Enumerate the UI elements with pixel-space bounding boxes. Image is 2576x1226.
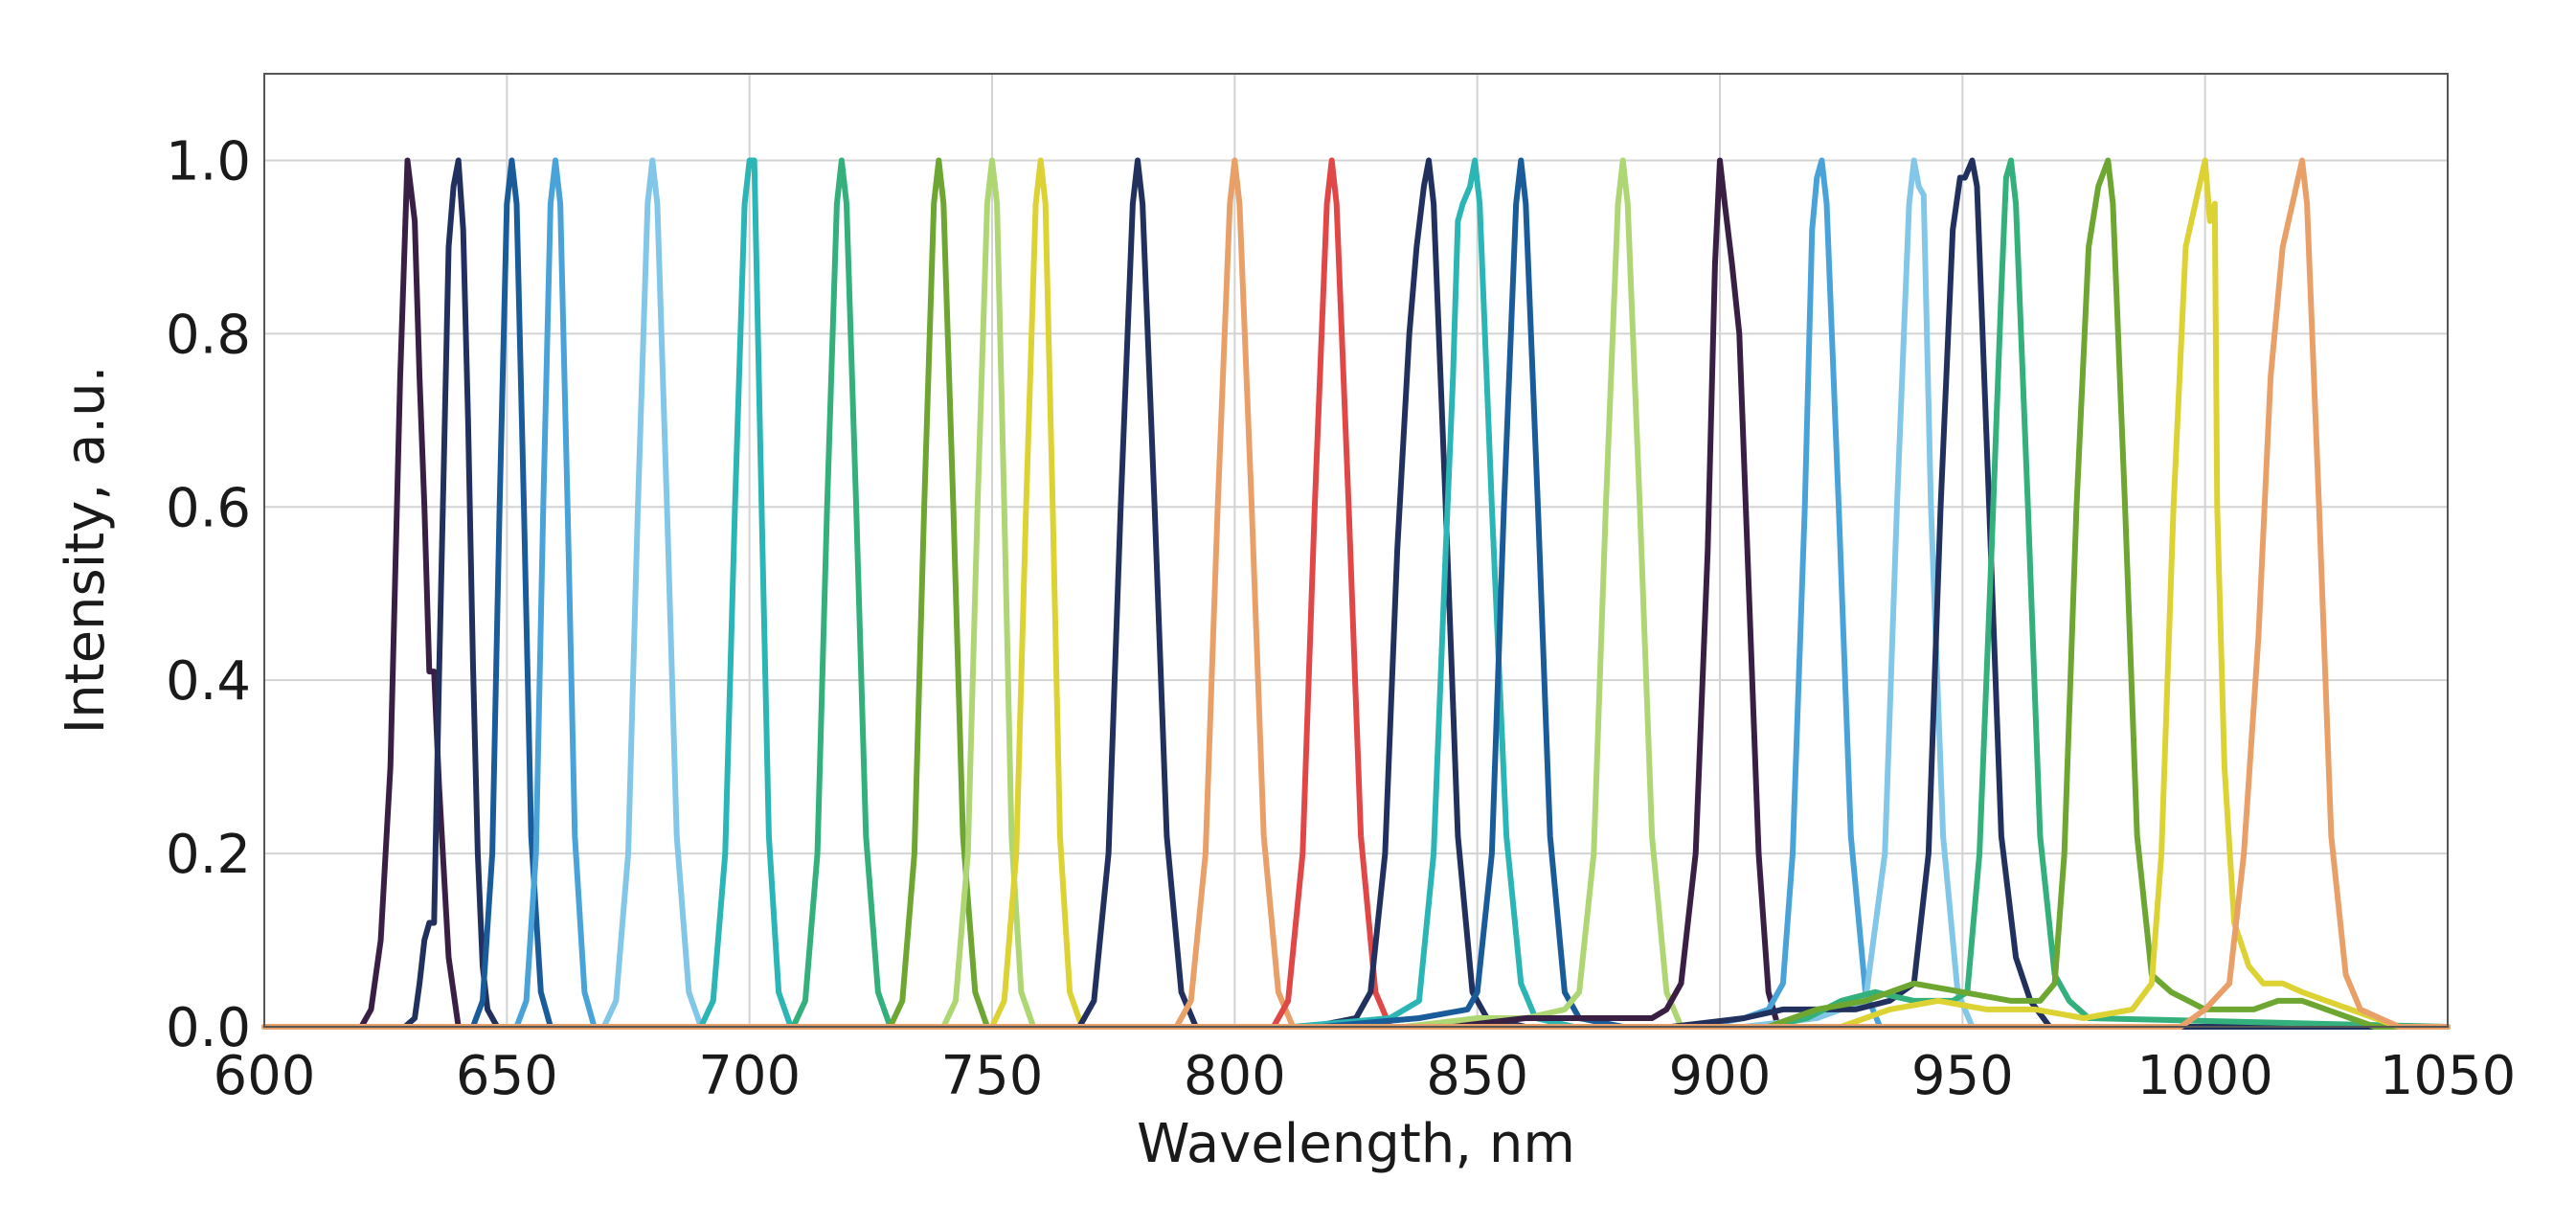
x-tick-label: 850 bbox=[1426, 1045, 1528, 1107]
y-tick-label: 0.0 bbox=[166, 997, 251, 1059]
x-tick-label: 1000 bbox=[2136, 1045, 2273, 1107]
series-line-8 bbox=[261, 157, 2451, 1030]
y-axis-title: Intensity, a.u. bbox=[55, 366, 117, 735]
series-line-23 bbox=[261, 157, 2451, 1030]
x-tick-label: 1050 bbox=[2380, 1045, 2517, 1107]
y-tick-label: 0.2 bbox=[166, 824, 251, 886]
x-tick-label: 750 bbox=[941, 1045, 1044, 1107]
y-tick-labels: 0.0 0.2 0.4 0.6 0.8 1.0 bbox=[166, 130, 251, 1059]
series-line-17 bbox=[261, 157, 2451, 1030]
series-line-12 bbox=[261, 157, 2451, 1030]
series-line-24 bbox=[261, 157, 2451, 1030]
y-tick-label: 0.4 bbox=[166, 650, 251, 713]
grid bbox=[263, 74, 2449, 1028]
series-line-19 bbox=[261, 157, 2451, 1030]
series-line-5 bbox=[261, 157, 2451, 1030]
x-tick-label: 650 bbox=[456, 1045, 558, 1107]
series-line-1 bbox=[261, 157, 2451, 1030]
y-tick-label: 0.6 bbox=[166, 477, 251, 539]
series-line-10 bbox=[261, 157, 2451, 1030]
series-line-25 bbox=[261, 157, 2451, 1030]
plot-frame bbox=[263, 73, 2449, 1028]
series-line-22 bbox=[261, 157, 2451, 1030]
spectral-curves bbox=[261, 157, 2451, 1030]
series-line-15 bbox=[261, 157, 2451, 1030]
series-line-21 bbox=[261, 157, 2451, 1030]
x-tick-label: 900 bbox=[1669, 1045, 1772, 1107]
series-line-13 bbox=[261, 157, 2451, 1030]
series-line-3 bbox=[261, 157, 2451, 1030]
series-line-4 bbox=[261, 157, 2451, 1030]
x-tick-label: 700 bbox=[698, 1045, 801, 1107]
x-tick-label: 950 bbox=[1911, 1045, 2014, 1107]
y-tick-label: 1.0 bbox=[166, 130, 251, 193]
series-line-20 bbox=[261, 157, 2451, 1030]
series-line-14 bbox=[261, 157, 2451, 1030]
series-line-18 bbox=[261, 157, 2451, 1030]
series-line-6 bbox=[261, 157, 2451, 1030]
series-line-9 bbox=[261, 157, 2451, 1030]
series-line-7 bbox=[261, 157, 2451, 1030]
x-tick-label: 800 bbox=[1184, 1045, 1286, 1107]
y-tick-label: 0.8 bbox=[166, 304, 251, 366]
series-line-11 bbox=[261, 157, 2451, 1030]
series-line-2 bbox=[261, 157, 2451, 1030]
x-tick-label: 600 bbox=[214, 1045, 316, 1107]
x-axis-title: Wavelength, nm bbox=[1137, 1113, 1575, 1175]
series-line-16 bbox=[261, 157, 2451, 1030]
x-tick-labels: 600 650 700 750 800 850 900 950 1000 1050 bbox=[214, 1045, 2517, 1107]
